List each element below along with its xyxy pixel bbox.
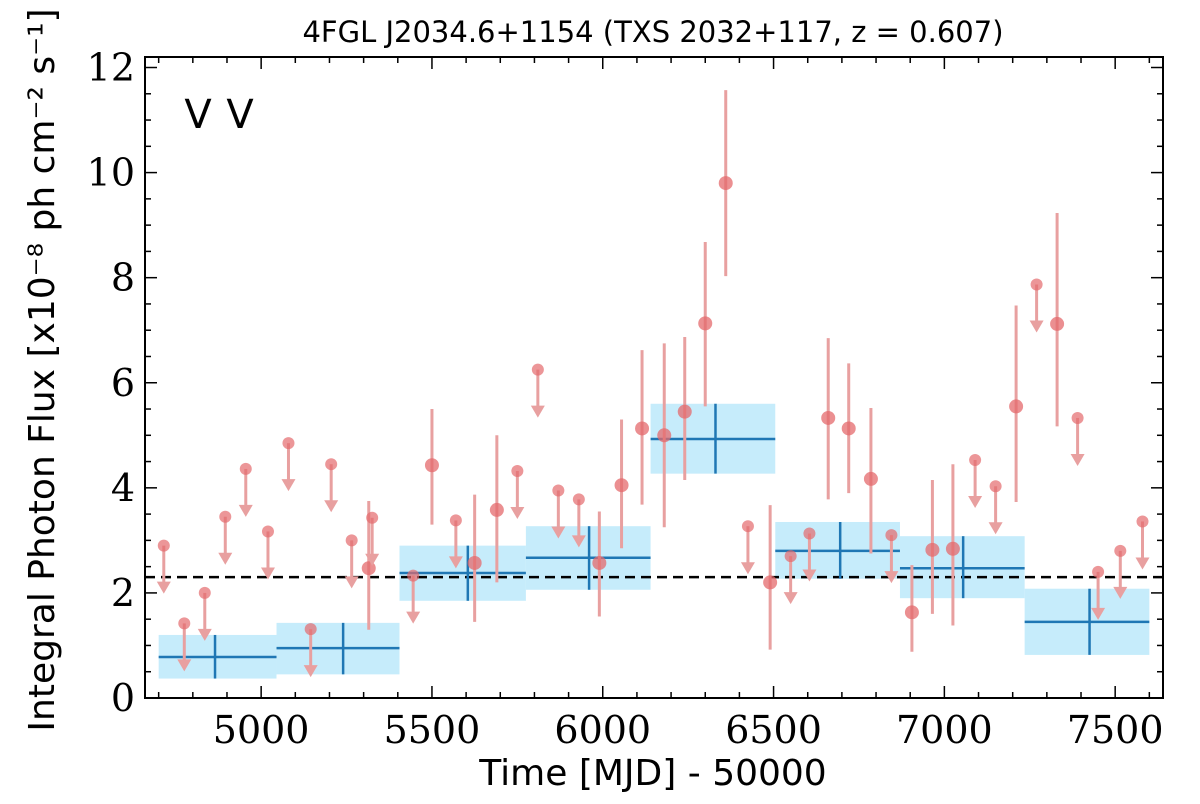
x-tick-label-6500: 6500 — [725, 708, 822, 752]
upper-limit-arrow-20 — [884, 571, 899, 584]
upper-limit-arrow-7 — [303, 665, 318, 678]
upper-limit-arrow-6 — [281, 479, 296, 492]
upper-limit-arrow-3 — [218, 552, 233, 565]
short-bin-point-3 — [489, 502, 504, 517]
x-tick-label-5500: 5500 — [384, 708, 481, 752]
short-bin-point-15 — [904, 605, 919, 620]
upper-limit-arrow-17 — [740, 562, 755, 575]
upper-limit-arrow-5 — [260, 567, 275, 580]
upper-limit-point-4 — [239, 462, 252, 475]
upper-limit-point-6 — [282, 437, 295, 450]
short-bin-point-11 — [763, 575, 778, 590]
legend-marker-short-bins: V — [226, 92, 254, 138]
upper-limit-arrow-19 — [802, 569, 817, 582]
upper-limit-point-19 — [803, 527, 816, 540]
x-tick-label-7500: 7500 — [1067, 708, 1164, 752]
short-bin-point-6 — [635, 421, 650, 436]
y-axis-title: Integral Photon Flux [x10⁻⁸ ph cm⁻² s⁻¹] — [22, 8, 63, 731]
x-tick-label-6000: 6000 — [554, 708, 651, 752]
upper-limit-arrow-12 — [448, 556, 463, 569]
upper-limit-point-0 — [157, 539, 170, 552]
short-bin-point-1 — [424, 458, 439, 473]
upper-limit-point-12 — [449, 514, 462, 527]
short-bin-point-4 — [592, 555, 607, 570]
legend: V V — [184, 92, 254, 138]
upper-limit-arrow-21 — [968, 495, 983, 508]
upper-limit-point-11 — [407, 569, 420, 582]
upper-limit-arrow-18 — [783, 592, 798, 605]
short-bin-point-8 — [677, 404, 692, 419]
short-bin-point-0 — [361, 561, 376, 576]
upper-limit-arrow-10 — [365, 553, 380, 566]
short-bin-point-5 — [614, 478, 629, 493]
upper-limit-arrow-15 — [551, 526, 566, 539]
y-tick-label-4: 4 — [111, 466, 135, 510]
y-tick-label-12: 12 — [87, 46, 135, 90]
chart-title: 4FGL J2034.6+1154 (TXS 2032+117, z = 0.6… — [302, 15, 1003, 49]
y-tick-label-2: 2 — [111, 571, 135, 615]
short-bin-point-13 — [841, 421, 856, 436]
y-tick-label-0: 0 — [111, 676, 135, 720]
y-tick-label-6: 6 — [111, 361, 135, 405]
upper-limit-point-2 — [198, 586, 211, 599]
x-tick-label-7000: 7000 — [896, 708, 993, 752]
short-bin-point-18 — [1009, 399, 1024, 414]
short-bin-point-14 — [863, 471, 878, 486]
x-axis-title: Time [MJD] - 50000 — [478, 753, 826, 794]
short-bin-point-9 — [698, 316, 713, 331]
upper-limit-arrow-24 — [1070, 453, 1085, 466]
upper-limit-point-18 — [784, 550, 797, 563]
upper-limit-arrow-23 — [1029, 320, 1044, 333]
upper-limit-arrow-14 — [530, 405, 545, 418]
upper-limit-arrow-11 — [406, 611, 421, 624]
y-tick-label-8: 8 — [111, 256, 135, 300]
short-bin-point-12 — [821, 410, 836, 425]
upper-limit-point-1 — [178, 617, 191, 630]
upper-limit-point-21 — [969, 453, 982, 466]
upper-limit-arrow-2 — [197, 628, 212, 641]
short-bin-point-10 — [718, 176, 733, 191]
upper-limit-point-23 — [1030, 278, 1043, 291]
upper-limit-point-14 — [531, 363, 544, 376]
upper-limit-point-20 — [885, 529, 898, 542]
upper-limit-point-10 — [366, 511, 379, 524]
plot-frame — [144, 56, 1164, 699]
x-tick-label-5000: 5000 — [213, 708, 310, 752]
upper-limit-point-9 — [345, 534, 358, 547]
short-bin-point-17 — [945, 541, 960, 556]
upper-limit-arrow-9 — [344, 576, 359, 589]
upper-limit-point-17 — [741, 520, 754, 533]
upper-limit-arrow-16 — [571, 535, 586, 548]
upper-limit-point-16 — [572, 493, 585, 506]
upper-limit-point-13 — [511, 465, 524, 478]
upper-limit-arrow-26 — [1113, 586, 1128, 599]
upper-limit-arrow-1 — [177, 659, 192, 672]
upper-limit-point-5 — [261, 525, 274, 538]
upper-limit-point-24 — [1071, 411, 1084, 424]
short-bin-point-7 — [657, 428, 672, 443]
upper-limit-point-7 — [304, 623, 317, 636]
upper-limit-arrow-8 — [324, 500, 339, 513]
y-tick-label-10: 10 — [87, 151, 135, 195]
upper-limit-arrow-4 — [238, 504, 253, 517]
upper-limit-arrow-0 — [156, 581, 171, 594]
upper-limit-point-15 — [552, 484, 565, 497]
short-bin-point-16 — [925, 542, 940, 557]
upper-limit-point-25 — [1092, 565, 1105, 578]
upper-limit-arrow-25 — [1091, 607, 1106, 620]
upper-limit-point-8 — [325, 458, 338, 471]
upper-limit-arrow-27 — [1135, 557, 1150, 570]
upper-limit-arrow-13 — [510, 507, 525, 520]
short-bin-point-2 — [467, 555, 482, 570]
upper-limit-point-26 — [1114, 544, 1127, 557]
legend-marker-long-bins: V — [184, 92, 212, 138]
upper-limit-point-22 — [989, 480, 1002, 493]
upper-limit-arrow-22 — [988, 522, 1003, 535]
short-bin-point-19 — [1050, 316, 1065, 331]
upper-limit-point-3 — [219, 510, 232, 523]
upper-limit-point-27 — [1136, 515, 1149, 528]
